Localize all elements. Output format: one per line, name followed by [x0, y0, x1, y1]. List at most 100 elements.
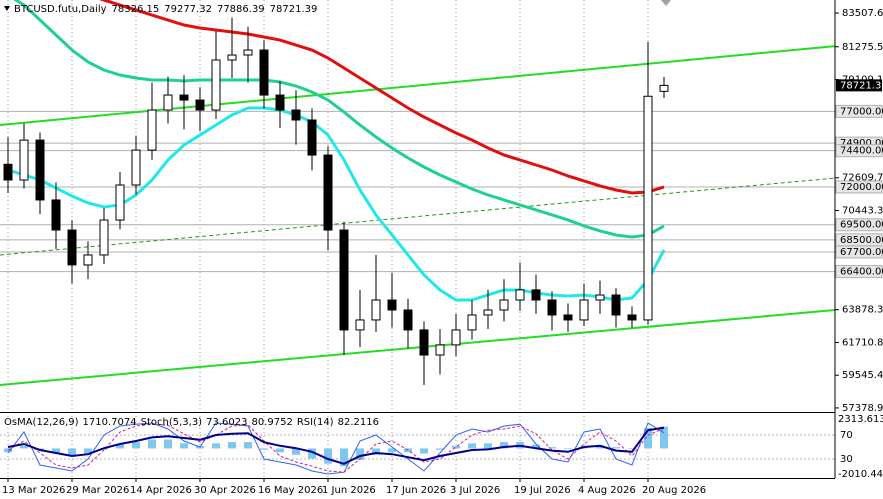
stoch-main-value: 73.6023 — [206, 417, 247, 428]
candle-body — [275, 94, 285, 111]
candle-body — [547, 299, 557, 316]
candle-body — [371, 299, 381, 321]
osma-bar — [548, 447, 556, 449]
chart-title: BTCUSD.futu,Daily — [14, 4, 107, 15]
candle-body — [291, 109, 301, 121]
candle-body — [483, 309, 493, 316]
open-value: 78326.15 — [112, 4, 160, 15]
indicator-tick-label: 70 — [840, 430, 853, 441]
osma-bar — [356, 448, 364, 460]
candle-body — [227, 54, 237, 61]
level-label-box — [835, 180, 883, 194]
candle-body — [131, 149, 141, 186]
candle-body — [515, 289, 525, 301]
stoch-line — [7, 422, 665, 475]
osma-bar — [52, 448, 60, 454]
candle-body — [627, 314, 637, 321]
osma-bar — [468, 443, 476, 449]
candle-body — [403, 309, 413, 331]
trendline — [0, 45, 835, 126]
osma-bar — [628, 448, 636, 450]
x-tick-label: 1 Jun 2026 — [322, 485, 376, 496]
shift-marker — [661, 0, 671, 6]
close-value: 78721.39 — [270, 4, 318, 15]
header-arrow — [4, 6, 10, 11]
osma-bar — [420, 448, 428, 454]
indicator-tick-label: 30 — [840, 454, 853, 465]
price-panel — [0, 0, 835, 386]
osma-bar — [132, 442, 140, 449]
level-label: 69500.00 — [840, 220, 883, 231]
candle-body — [211, 59, 221, 111]
osma-bar — [484, 443, 492, 449]
axes: 13 Mar 2026 29 Mar 2026 14 Apr 2026 30 Apr … — [2, 8, 883, 496]
candle-body — [499, 299, 509, 311]
x-tick-label: 19 Jul 2026 — [514, 485, 571, 496]
osma-bar — [532, 444, 540, 449]
candle-body — [419, 329, 429, 356]
level-label-box — [835, 104, 883, 118]
x-tick-label: 14 Apr 2026 — [130, 485, 192, 496]
chart-header: BTCUSD.futu,Daily 78326.15 79277.32 77886.3… — [14, 4, 317, 15]
y-tick-label: 57378.95 — [842, 403, 883, 414]
osma-bar — [564, 448, 572, 450]
y-tick-label: 63878.30 — [842, 305, 883, 316]
rsi-line — [7, 426, 665, 465]
candle-body — [611, 294, 621, 316]
candle-body — [259, 49, 269, 96]
osma-value: 1710.7074 — [83, 417, 137, 428]
osma-bar — [228, 442, 236, 449]
level-label-box — [835, 144, 883, 158]
level-label-box — [835, 218, 883, 232]
candle-body — [67, 229, 77, 266]
osma-tick-label: 2313.6133 — [838, 414, 883, 425]
candle-body — [3, 163, 13, 181]
level-label: 77000.00 — [840, 106, 883, 117]
candle-body — [355, 319, 365, 331]
candle-body — [435, 344, 445, 356]
stoch-name: Stoch(5,3,3) — [141, 417, 203, 428]
candle-body — [339, 229, 349, 331]
y-tick-label: 83507.60 — [842, 8, 883, 19]
x-tick-label: 17 Jun 2026 — [386, 485, 446, 496]
osma-bar — [660, 426, 668, 449]
candle-body — [467, 314, 477, 331]
candle-body — [51, 199, 61, 231]
x-tick-label: 16 May 2026 — [258, 485, 323, 496]
level-label-box — [835, 245, 883, 259]
osma-bar — [372, 448, 380, 455]
osma-bar — [500, 442, 508, 449]
level-label: 68500.00 — [840, 235, 883, 246]
osma-bar — [84, 448, 92, 455]
candle-body — [563, 314, 573, 321]
candle-body — [595, 294, 605, 301]
candle-body — [163, 94, 173, 111]
candle-body — [323, 154, 333, 231]
candle-body — [35, 139, 45, 201]
candle-body — [83, 254, 93, 266]
candle-body — [179, 94, 189, 101]
osma-bar — [164, 439, 172, 449]
candle-body — [195, 99, 205, 111]
candle-body — [579, 299, 589, 321]
osma-bar — [292, 448, 300, 455]
level-label: 74400.00 — [840, 146, 883, 157]
y-tick-label: 59545.40 — [842, 370, 883, 381]
candle-body — [659, 84, 669, 92]
osma-bar — [452, 445, 460, 449]
y-tick-label: 61710.85 — [842, 337, 883, 348]
candle-body — [147, 109, 157, 151]
level-label: 66400.00 — [840, 267, 883, 278]
level-label: 74900.00 — [840, 138, 883, 149]
x-tick-label: 13 Mar 2026 — [2, 485, 65, 496]
osma-bar — [212, 443, 220, 449]
y-tick-label: 72609.76 — [842, 173, 883, 184]
y-tick-label: 81275.50 — [842, 42, 883, 53]
osma-bar — [324, 448, 332, 464]
last-price-label: 78721.39 — [840, 80, 883, 91]
candle-body — [99, 219, 109, 256]
osma-bar — [244, 442, 252, 449]
moving-average — [13, 0, 665, 239]
